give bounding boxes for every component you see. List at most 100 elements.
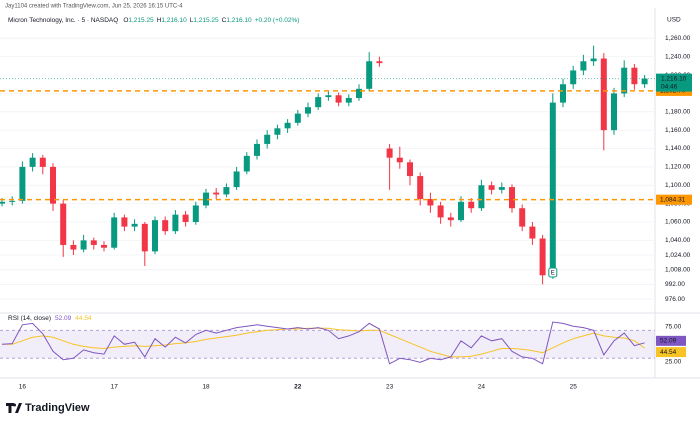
rsi-legend-value: 44.54 <box>75 315 92 322</box>
candle-body <box>172 214 179 232</box>
candle-body <box>101 244 107 248</box>
legend-key: H <box>157 17 162 24</box>
y-tick-label: 1,100.00 <box>665 182 691 189</box>
candle-body <box>590 58 597 62</box>
rsi-line <box>1 321 645 365</box>
candle-body <box>366 61 373 89</box>
candle-body <box>345 98 352 103</box>
price-line-label: 1,084.31 <box>660 196 686 203</box>
candle-body <box>356 88 362 99</box>
candle-body <box>315 97 322 108</box>
candle-body <box>264 134 271 144</box>
candle-body <box>468 201 475 209</box>
candle-body <box>458 201 464 221</box>
legend-key: L <box>190 17 194 24</box>
rsi-value-label: 52.09 <box>660 338 677 345</box>
candle-body <box>9 200 16 202</box>
y-tick-label: 1,008.00 <box>665 266 691 273</box>
y-tick-label: 1,140.00 <box>665 145 691 152</box>
candle-body <box>182 214 189 222</box>
countdown: 04:46 <box>661 83 678 90</box>
candle-body <box>274 128 281 135</box>
candle-body <box>437 205 444 218</box>
candle-body <box>284 122 291 129</box>
x-tick-label: 17 <box>111 384 119 391</box>
candle-body <box>600 58 607 131</box>
candle-body <box>498 187 505 190</box>
last-price-tag <box>656 73 692 92</box>
currency: USD <box>667 17 681 24</box>
y-tick-label: 1,040.00 <box>665 237 691 244</box>
candle-body <box>294 113 301 123</box>
legend-title: Micron Technology, Inc. · 5 · NASDAQ <box>8 17 118 24</box>
candle-body <box>60 203 67 245</box>
candle-body <box>386 148 393 158</box>
x-tick-label: 16 <box>19 384 27 391</box>
candle-body <box>254 143 260 156</box>
candle-body <box>621 67 628 94</box>
x-tick-label: 25 <box>570 384 578 391</box>
y-tick-label: 1,120.00 <box>665 164 691 171</box>
legend-key: O <box>123 17 128 24</box>
candle-body <box>213 192 220 195</box>
y-tick-label: 1,180.00 <box>665 109 691 116</box>
candle-body <box>570 70 577 85</box>
rsi-legend-value: 52.09 <box>55 315 72 322</box>
candle-body <box>111 217 118 248</box>
candle-body <box>141 223 148 252</box>
candle-body <box>121 217 128 227</box>
candle-body <box>152 220 158 252</box>
candle-body <box>223 187 230 195</box>
legend-value: 1,215.25 <box>193 17 219 24</box>
candle-body <box>529 226 536 239</box>
candle-body <box>478 185 485 209</box>
legend: Micron Technology, Inc. · 5 · NASDAQ O1,2… <box>8 17 299 24</box>
candle-body <box>631 67 638 85</box>
y-tick-label: 1,160.00 <box>665 127 691 134</box>
rsi-title: RSI (14, close) <box>8 315 51 322</box>
earnings-marker: E <box>551 271 555 277</box>
y-tick-label: 992.00 <box>665 281 685 288</box>
legend-value: 1,215.25 <box>128 17 154 24</box>
candle-body <box>560 84 566 103</box>
last-price-label: 1,216.10 <box>661 75 687 82</box>
candle-body <box>580 61 587 71</box>
rsi-band <box>0 330 655 359</box>
candle-body <box>80 240 87 250</box>
candle-body <box>641 78 648 85</box>
candle-body <box>519 208 526 227</box>
rsi-value-tag <box>656 347 686 358</box>
x-tick-label: 22 <box>294 384 302 391</box>
rsi-tick-label: 75.00 <box>665 324 682 331</box>
legend-value: 1,216.10 <box>161 17 187 24</box>
x-tick-label: 18 <box>202 384 210 391</box>
rsi-legend: RSI (14, close) 52.09 44.54 <box>8 315 92 322</box>
candle-body <box>203 192 209 206</box>
candle-body <box>29 157 36 167</box>
candle-body <box>243 155 250 172</box>
y-tick-label: 1,024.00 <box>665 252 691 259</box>
candle-body <box>417 176 424 200</box>
candle-body <box>192 205 199 222</box>
legend-value: 1,216.10 <box>226 17 252 24</box>
candle-body <box>509 187 515 209</box>
y-tick-label: 1,240.00 <box>665 53 691 60</box>
candle-body <box>447 217 454 221</box>
candle-body <box>0 201 5 204</box>
candle-body <box>335 95 342 103</box>
x-tick-label: 24 <box>478 384 486 391</box>
credit: Jay1104 created with TradingView.com, Ju… <box>5 4 183 10</box>
candle-body <box>70 244 77 250</box>
candle-body <box>549 102 556 276</box>
brand-logo: TradingView <box>6 402 90 414</box>
y-tick-label: 976.00 <box>665 296 685 303</box>
candle-body <box>233 171 240 188</box>
rsi-value-tag <box>656 335 686 346</box>
candle-body <box>488 185 495 190</box>
price-line-tag <box>656 194 692 205</box>
candle-body <box>39 157 46 167</box>
candle-body <box>305 107 311 114</box>
candle-body <box>611 93 617 131</box>
